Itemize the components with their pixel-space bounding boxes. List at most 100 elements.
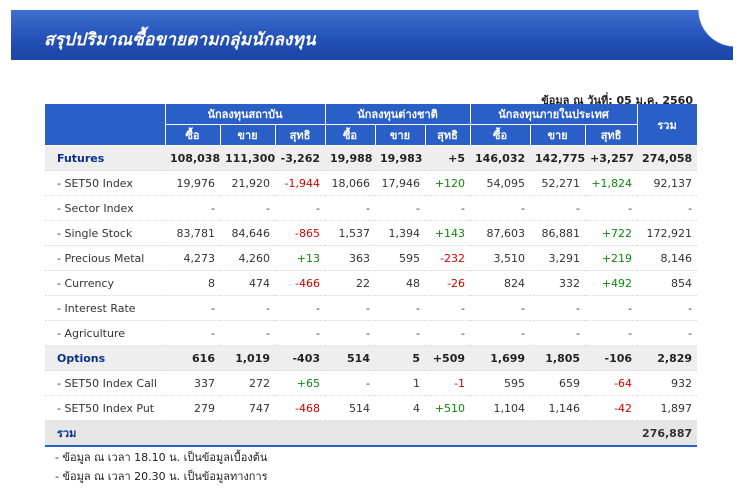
cell-foreign-sell: - [375, 320, 425, 346]
cell-total: 8,146 [637, 245, 698, 271]
cell-inst-sell: 111,300 [220, 145, 275, 171]
cell-inst-sell: - [220, 195, 275, 221]
cell-foreign-net: - [425, 320, 471, 346]
cell-local-sell: 1,805 [530, 345, 586, 371]
cell-foreign-net: - [425, 195, 471, 221]
cell-foreign-buy: 18,066 [325, 170, 375, 196]
table-row: - SET50 Index Call 337 272 +65-1 -1 595 659 -64… [45, 370, 698, 396]
cell-total: 932 [637, 370, 698, 396]
row-label: - SET50 Index Put [45, 395, 165, 421]
header-blank [45, 104, 166, 146]
total-label: รวม [45, 420, 165, 447]
cell-inst-net: - [275, 195, 325, 221]
cell-foreign-buy: 363 [325, 245, 375, 271]
cell-inst-buy: - [165, 320, 220, 346]
cell-inst-net: -466 [275, 270, 325, 296]
cell-inst-buy: - [165, 295, 220, 321]
cell-total: 172,921 [637, 220, 698, 246]
investor-volume-table: นักลงทุนสถาบัน นักลงทุนต่างชาติ นักลงทุน… [45, 104, 698, 447]
cell-foreign-buy: - [325, 370, 375, 396]
cell-foreign-sell: - [375, 295, 425, 321]
cell-inst-sell: 747 [220, 395, 275, 421]
cell-foreign-sell: 5 [375, 345, 425, 371]
cell-foreign-sell: 17,946 [375, 170, 425, 196]
cell-local-buy: 595 [470, 370, 531, 396]
cell-total: 2,829 [637, 345, 698, 371]
cell-local-sell: 659 [530, 370, 586, 396]
cell-local-sell: - [530, 295, 586, 321]
total-spacer [165, 420, 638, 447]
sub-header-sell: ขาย [530, 124, 586, 146]
cell-total: 92,137 [637, 170, 698, 196]
table-row: - SET50 Index 19,976 21,920 -1,944 18,066 17,… [45, 170, 698, 196]
header-total: รวม [637, 104, 698, 146]
group-foreign: นักลงทุนต่างชาติ [325, 104, 471, 125]
row-label: - Agriculture [45, 320, 165, 346]
cell-local-buy: 1,104 [470, 395, 531, 421]
cell-foreign-net: +510 [425, 395, 471, 421]
cell-local-net: - [585, 295, 638, 321]
sub-header-net: สุทธิ [275, 124, 326, 146]
cell-inst-net: - [275, 320, 325, 346]
table-row: - Precious Metal 4,273 4,260 +13 363 595 -232 3… [45, 245, 698, 271]
cell-local-net: +1,824 [585, 170, 638, 196]
cell-inst-buy: 616 [165, 345, 220, 371]
cell-inst-buy: 108,038 [165, 145, 220, 171]
cell-inst-buy: 337 [165, 370, 220, 396]
row-label: - Currency [45, 270, 165, 296]
cell-inst-net: -865 [275, 220, 325, 246]
cell-inst-buy: 4,273 [165, 245, 220, 271]
row-label: - Sector Index [45, 195, 165, 221]
cell-inst-net: +65 [275, 370, 325, 396]
cell-local-buy: 87,603 [470, 220, 531, 246]
cell-total: 854 [637, 270, 698, 296]
cell-foreign-sell: 4 [375, 395, 425, 421]
cell-foreign-buy: - [325, 195, 375, 221]
cell-local-buy: - [470, 295, 531, 321]
cell-inst-sell: 272 [220, 370, 275, 396]
cell-local-net: -64 [585, 370, 638, 396]
page-banner: สรุปปริมาณซื้อขายตามกลุ่มนักลงทุน [11, 10, 735, 60]
cell-foreign-buy: 514 [325, 345, 375, 371]
cell-local-buy: 54,095 [470, 170, 531, 196]
cell-foreign-buy: 514 [325, 395, 375, 421]
cell-local-sell: 52,271 [530, 170, 586, 196]
cell-foreign-buy: - [325, 295, 375, 321]
group-local: นักลงทุนภายในประเทศ [470, 104, 638, 125]
cell-inst-net: -468 [275, 395, 325, 421]
cell-inst-net: -403 [275, 345, 325, 371]
cell-inst-sell: - [220, 320, 275, 346]
cell-inst-sell: - [220, 295, 275, 321]
table-row: - Currency 8 474 -466 22 48 -26 824 332 +492 854 [45, 270, 698, 296]
cell-local-buy: 824 [470, 270, 531, 296]
cell-inst-buy: 83,781 [165, 220, 220, 246]
cell-inst-net: +13 [275, 245, 325, 271]
cell-local-net: -42 [585, 395, 638, 421]
cell-foreign-sell: 1,394 [375, 220, 425, 246]
table-body: Futures 108,038 111,300 -3,262 19,988 19,983 +… [45, 145, 698, 421]
cell-local-buy: 3,510 [470, 245, 531, 271]
sub-header-buy: ซื้อ [325, 124, 376, 146]
cell-foreign-sell: 48 [375, 270, 425, 296]
cell-foreign-net: +5 [425, 145, 471, 171]
cell-local-sell: 3,291 [530, 245, 586, 271]
cell-local-buy: 146,032 [470, 145, 531, 171]
cell-local-buy: - [470, 320, 531, 346]
page-title: สรุปปริมาณซื้อขายตามกลุ่มนักลงทุน [44, 30, 316, 50]
sub-header-net: สุทธิ [585, 124, 638, 146]
cell-local-sell: 142,775 [530, 145, 585, 171]
cell-local-sell: 1,146 [530, 395, 586, 421]
row-label: - Single Stock [45, 220, 165, 246]
sub-header-sell: ขาย [375, 124, 426, 146]
cell-inst-sell: 4,260 [220, 245, 275, 271]
cell-inst-sell: 21,920 [220, 170, 275, 196]
cell-local-net: -106 [585, 345, 638, 371]
table-row: - SET50 Index Put 279 747 -468 514 4 +510 1,104… [45, 395, 698, 421]
table-row: - Interest Rate - - - - - - - - - - [45, 295, 698, 321]
cell-foreign-net: +120 [425, 170, 471, 196]
cell-total: - [637, 295, 698, 321]
cell-foreign-net: -26 [425, 270, 471, 296]
cell-inst-sell: 84,646 [220, 220, 275, 246]
sub-header-net: สุทธิ [425, 124, 471, 146]
cell-foreign-sell: 19,983 [375, 145, 425, 171]
